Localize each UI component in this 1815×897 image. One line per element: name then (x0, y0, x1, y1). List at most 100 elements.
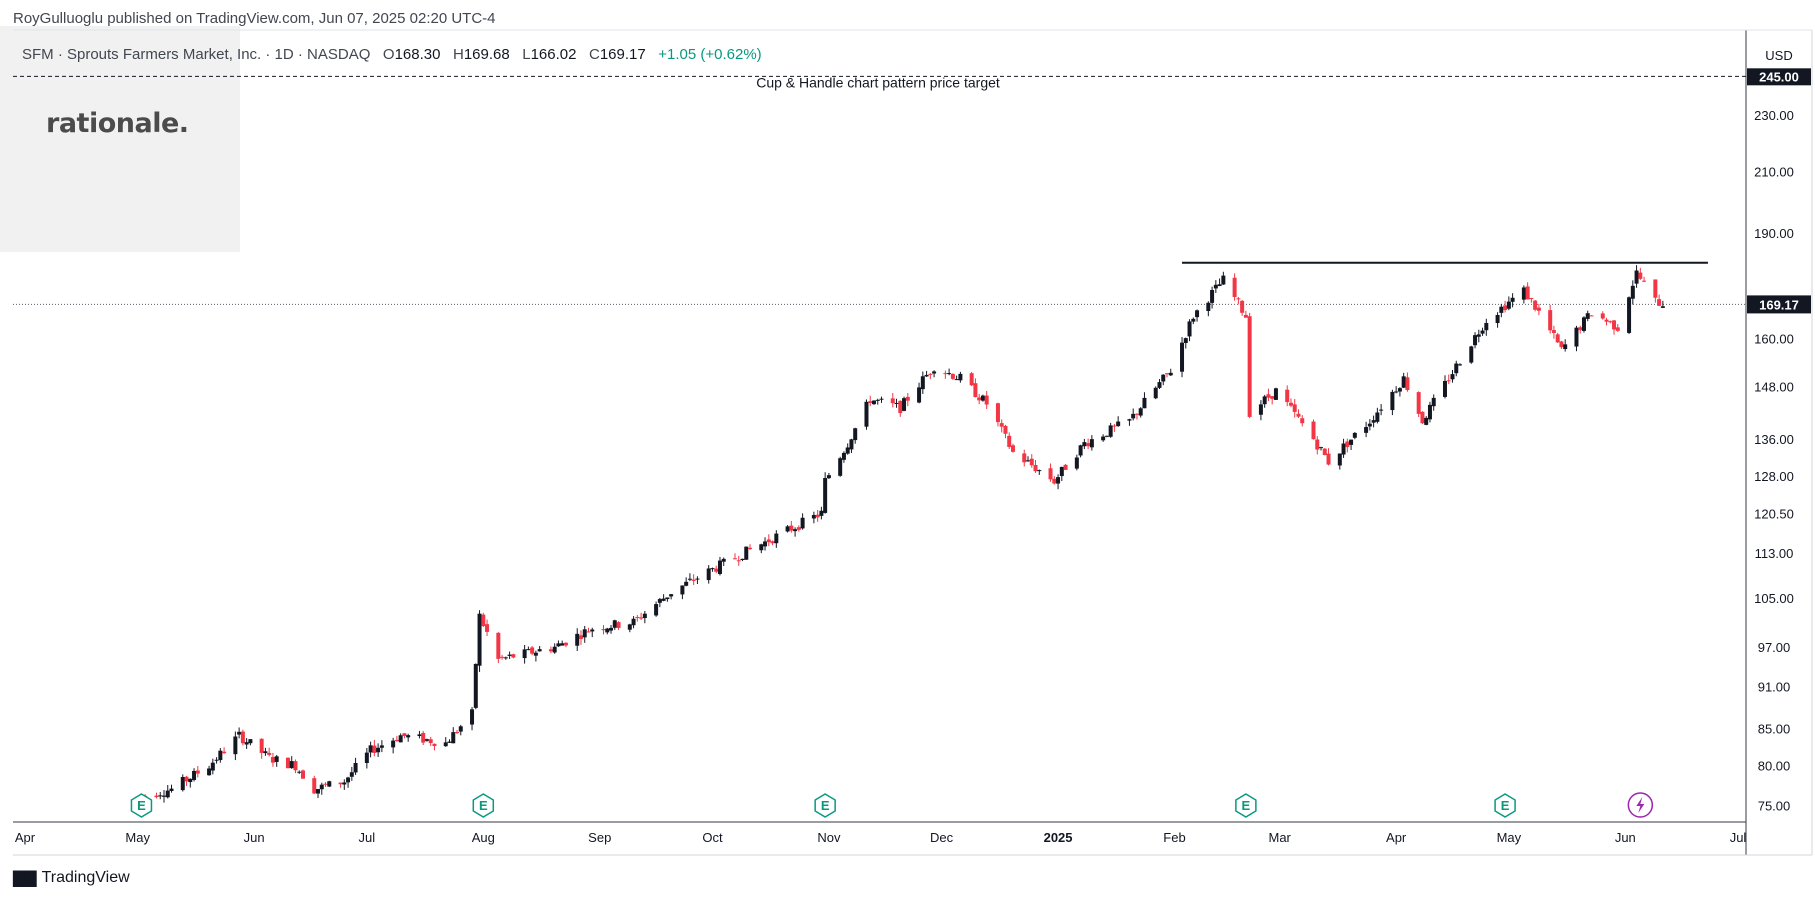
x-tick-label: Feb (1163, 830, 1185, 845)
candle-body (1022, 453, 1027, 463)
open-value: 168.30 (394, 46, 441, 63)
candle-body (1589, 315, 1594, 317)
candle-body (605, 628, 610, 633)
candle-body (364, 752, 369, 764)
candle-body (894, 402, 899, 404)
candle-body (372, 745, 377, 753)
candle-body (954, 379, 959, 381)
candle-body (1029, 458, 1034, 466)
candle-body (1484, 322, 1489, 331)
candle-body (214, 759, 219, 761)
earnings-marker[interactable] (814, 793, 836, 818)
rationale-logo: rationale. (46, 108, 189, 139)
candle-body (642, 613, 647, 619)
candle-body (180, 776, 185, 791)
low-value: 166.02 (530, 46, 577, 63)
lightning-bolt-icon (1636, 797, 1645, 813)
candle-body (1311, 421, 1316, 440)
candle-body (1112, 425, 1117, 427)
currency-label[interactable]: USD (1765, 48, 1792, 63)
candle-body (1495, 314, 1500, 324)
candle-body (477, 613, 482, 666)
x-tick-label: Jul (1730, 830, 1747, 845)
candle-body (1247, 316, 1252, 417)
candle-body (654, 604, 659, 616)
candle-body (376, 747, 381, 753)
candle-body (1153, 387, 1158, 399)
candle-body (338, 782, 343, 785)
candle-body (1026, 460, 1031, 462)
candle-body (612, 620, 617, 628)
candle-body (717, 560, 722, 574)
x-tick-label: May (125, 830, 150, 845)
x-tick-label: Jul (359, 830, 376, 845)
candle-body (1292, 404, 1297, 412)
candle-body (609, 627, 614, 631)
candle-body (669, 594, 674, 597)
candle-body (1375, 412, 1380, 422)
candle-body (428, 739, 433, 744)
y-tick-label: 85.00 (1758, 721, 1791, 736)
candle-body (503, 657, 508, 659)
candle-body (1183, 338, 1188, 343)
candle-body (774, 533, 779, 544)
candle-body (1285, 389, 1290, 403)
candle-body (928, 373, 933, 375)
candle-body (1657, 299, 1662, 306)
candle-body (443, 742, 448, 747)
y-tick-label: 120.50 (1754, 506, 1794, 521)
candle-body (932, 371, 937, 374)
candle-body (1450, 374, 1455, 380)
candle-body (1431, 397, 1436, 407)
candle-body (563, 642, 568, 646)
candle-body (684, 581, 689, 586)
candle-body (687, 578, 692, 580)
candle-body (1089, 439, 1094, 448)
earnings-marker[interactable] (1494, 793, 1516, 818)
candle-body (950, 373, 955, 379)
candle-body (1127, 419, 1132, 421)
candle-body (1262, 396, 1267, 405)
candle-body (1525, 286, 1530, 300)
candle-body (1653, 279, 1658, 298)
candle-body (1585, 313, 1590, 319)
y-tick-label: 148.00 (1754, 380, 1794, 395)
candle-body (1131, 413, 1136, 419)
y-tick-label: 190.00 (1754, 226, 1794, 241)
candle-body (1521, 287, 1526, 300)
candle-body (1424, 417, 1429, 425)
earnings-marker[interactable] (130, 793, 153, 818)
y-tick-label: 113.00 (1755, 546, 1794, 561)
candle-body (1405, 377, 1410, 391)
low-label: L (522, 46, 531, 63)
candle-body (496, 632, 501, 659)
y-tick-label: 128.00 (1754, 469, 1794, 484)
candle-body (398, 735, 403, 743)
earnings-marker[interactable] (472, 793, 495, 818)
footer-brand[interactable]: ▇▇ TradingView (13, 868, 130, 888)
candle-body (1322, 448, 1327, 456)
candle-body (1221, 275, 1226, 285)
candle-body (1270, 396, 1275, 399)
candle-body (233, 736, 238, 755)
candle-body (1480, 330, 1485, 334)
candle-body (207, 768, 212, 776)
candle-body (826, 475, 831, 479)
candle-body (533, 652, 538, 656)
candle-body (1078, 445, 1083, 456)
y-tick-label: 230.00 (1754, 108, 1794, 123)
candle-body (905, 396, 910, 401)
candle-body (871, 400, 876, 405)
candle-body (1266, 394, 1271, 398)
footer-brand-label: TradingView (41, 869, 130, 886)
candle-body (898, 400, 903, 414)
candle-body (417, 734, 422, 737)
candle-body (864, 401, 869, 427)
candle-body (875, 399, 880, 401)
candle-body (627, 624, 632, 630)
candle-body (890, 398, 895, 404)
candle-body (586, 631, 591, 633)
candle-body (1604, 319, 1609, 322)
earnings-marker[interactable] (1235, 793, 1257, 818)
